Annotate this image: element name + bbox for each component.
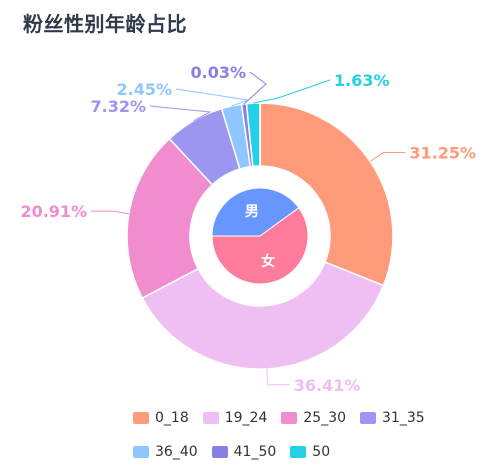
data-label-19_24: 36.41% — [294, 376, 361, 395]
inner-label-女: 女 — [261, 253, 275, 270]
legend-label: 31_35 — [382, 410, 425, 426]
leader-line-41_50 — [243, 71, 267, 105]
outer-slice-50[interactable] — [245, 102, 261, 168]
legend-item-41_50[interactable]: 41_50 — [211, 444, 277, 460]
leader-line-36_40 — [175, 88, 249, 107]
outer-slice-25_30[interactable] — [126, 137, 214, 300]
legend-swatch — [281, 412, 298, 424]
legend-swatch — [360, 412, 377, 424]
legend-label: 25_30 — [303, 410, 347, 426]
data-label-31_35: 7.32% — [90, 97, 146, 116]
legend-swatch — [133, 446, 149, 458]
legend-row: 0_18 19_24 25_30 31_35 — [0, 404, 499, 432]
legend-swatch — [202, 412, 219, 424]
legend-label: 19_24 — [224, 410, 268, 426]
legend: 0_18 19_24 25_30 31_35 36_40 41_50 50 — [0, 404, 499, 466]
inner-slice-男[interactable] — [211, 187, 300, 237]
legend-label: 36_40 — [155, 444, 198, 460]
chart-title: 粉丝性别年龄占比 — [23, 12, 187, 36]
data-label-50: 1.63% — [334, 71, 390, 90]
leader-line-31_35 — [149, 105, 212, 122]
inner-slice-女[interactable] — [211, 207, 309, 285]
legend-swatch — [290, 446, 307, 458]
outer-slice-19_24[interactable] — [141, 261, 385, 370]
leader-line-50 — [253, 79, 331, 104]
data-label-25_30: 20.91% — [20, 202, 87, 221]
data-label-36_40: 2.45% — [116, 80, 172, 99]
legend-item-25_30[interactable]: 25_30 — [281, 410, 346, 426]
data-label-0_18: 31.25% — [409, 144, 476, 163]
data-label-41_50: 0.03% — [190, 63, 246, 82]
legend-item-19_24[interactable]: 19_24 — [202, 410, 268, 426]
legend-label: 0_18 — [155, 410, 189, 426]
legend-item-0_18[interactable]: 0_18 — [133, 410, 189, 426]
legend-label: 50 — [312, 444, 331, 460]
leader-line-25_30 — [91, 210, 129, 215]
legend-row: 36_40 41_50 50 — [0, 438, 499, 466]
legend-item-31_35[interactable]: 31_35 — [360, 410, 425, 426]
legend-swatch — [211, 446, 228, 458]
legend-item-50[interactable]: 50 — [290, 444, 330, 460]
leader-line-0_18 — [369, 152, 406, 162]
legend-swatch — [133, 412, 149, 424]
legend-item-36_40[interactable]: 36_40 — [133, 444, 198, 460]
inner-label-男: 男 — [245, 204, 259, 220]
legend-label: 41_50 — [233, 444, 277, 460]
outer-slice-0_18[interactable] — [259, 102, 394, 287]
leader-line-19_24 — [266, 368, 290, 386]
